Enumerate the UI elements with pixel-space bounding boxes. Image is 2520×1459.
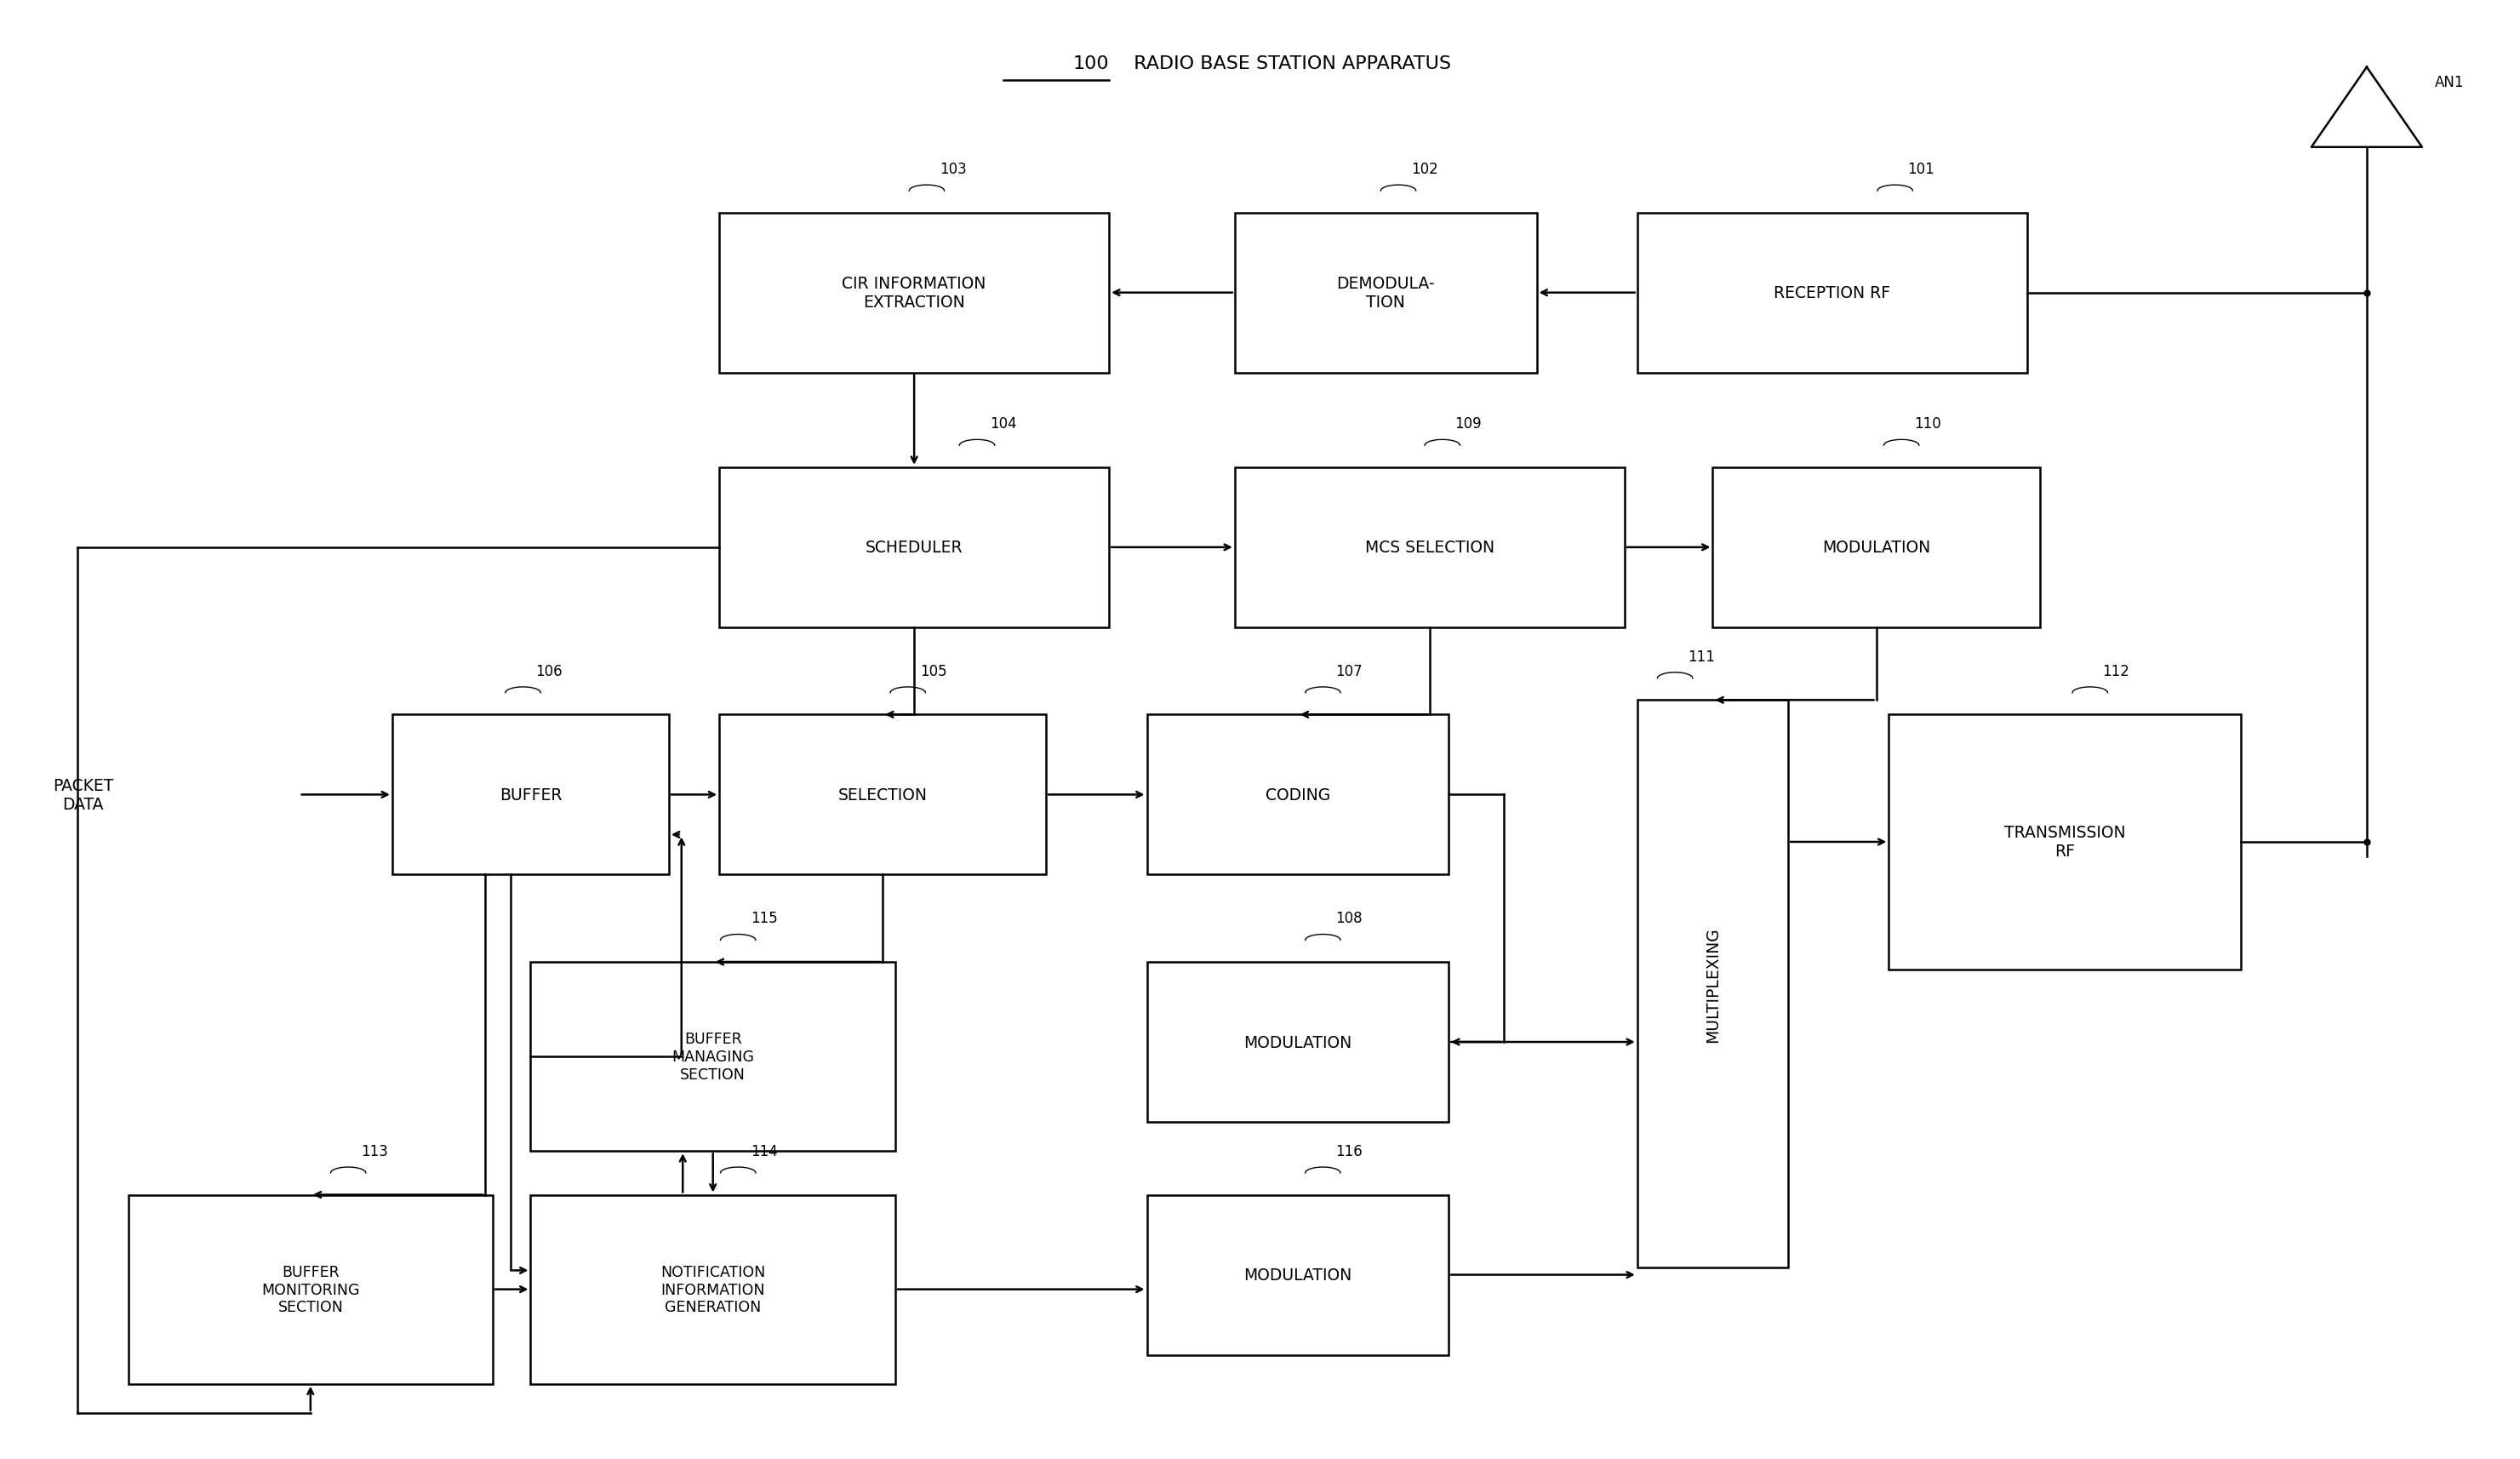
Text: CODING: CODING [1265,786,1331,802]
Text: 103: 103 [940,162,965,177]
Bar [718,213,1109,374]
Bar [1235,213,1537,374]
Text: 114: 114 [751,1144,779,1158]
Text: PACKET
DATA: PACKET DATA [53,778,113,813]
Text: BUFFER: BUFFER [499,786,562,802]
Text: 102: 102 [1411,162,1439,177]
Bar [1714,468,2039,627]
Text: BUFFER
MANAGING
SECTION: BUFFER MANAGING SECTION [673,1032,753,1083]
Text: MODULATION: MODULATION [1822,540,1930,556]
Text: 100: 100 [1074,55,1109,71]
Bar [1147,1195,1449,1355]
Text: 108: 108 [1336,910,1363,926]
Bar [129,1195,494,1385]
Bar [718,468,1109,627]
Text: 107: 107 [1336,664,1363,678]
Text: RADIO BASE STATION APPARATUS: RADIO BASE STATION APPARATUS [1121,55,1452,71]
Text: MULTIPLEXING: MULTIPLEXING [1704,926,1721,1042]
Text: BUFFER
MONITORING
SECTION: BUFFER MONITORING SECTION [262,1263,360,1315]
Text: CIR INFORMATION
EXTRACTION: CIR INFORMATION EXTRACTION [842,276,985,311]
Text: SCHEDULER: SCHEDULER [864,540,963,556]
Text: 105: 105 [920,664,948,678]
Bar [718,715,1046,875]
Text: MCS SELECTION: MCS SELECTION [1366,540,1494,556]
Text: 111: 111 [1688,649,1714,664]
Text: 113: 113 [360,1144,388,1158]
Text: 115: 115 [751,910,779,926]
Text: NOTIFICATION
INFORMATION
GENERATION: NOTIFICATION INFORMATION GENERATION [660,1263,766,1315]
Text: RECEPTION RF: RECEPTION RF [1774,285,1890,302]
Bar [393,715,668,875]
Text: 101: 101 [1908,162,1935,177]
Bar [532,1195,895,1385]
Text: MODULATION: MODULATION [1242,1266,1351,1282]
Bar [1147,961,1449,1122]
Text: 112: 112 [2102,664,2129,678]
Text: TRANSMISSION
RF: TRANSMISSION RF [2003,824,2124,859]
Bar [1890,715,2240,969]
Bar [1638,700,1789,1268]
Bar [1235,468,1625,627]
Text: 106: 106 [537,664,562,678]
Bar [1147,715,1449,875]
Text: 109: 109 [1454,416,1482,432]
Text: 104: 104 [990,416,1016,432]
Text: SELECTION: SELECTION [839,786,927,802]
Text: DEMODULA-
TION: DEMODULA- TION [1336,276,1434,311]
Bar [532,961,895,1151]
Text: 116: 116 [1336,1144,1363,1158]
Text: AN1: AN1 [2434,74,2465,90]
Text: MODULATION: MODULATION [1242,1034,1351,1050]
Text: 110: 110 [1915,416,1940,432]
Bar [1638,213,2026,374]
